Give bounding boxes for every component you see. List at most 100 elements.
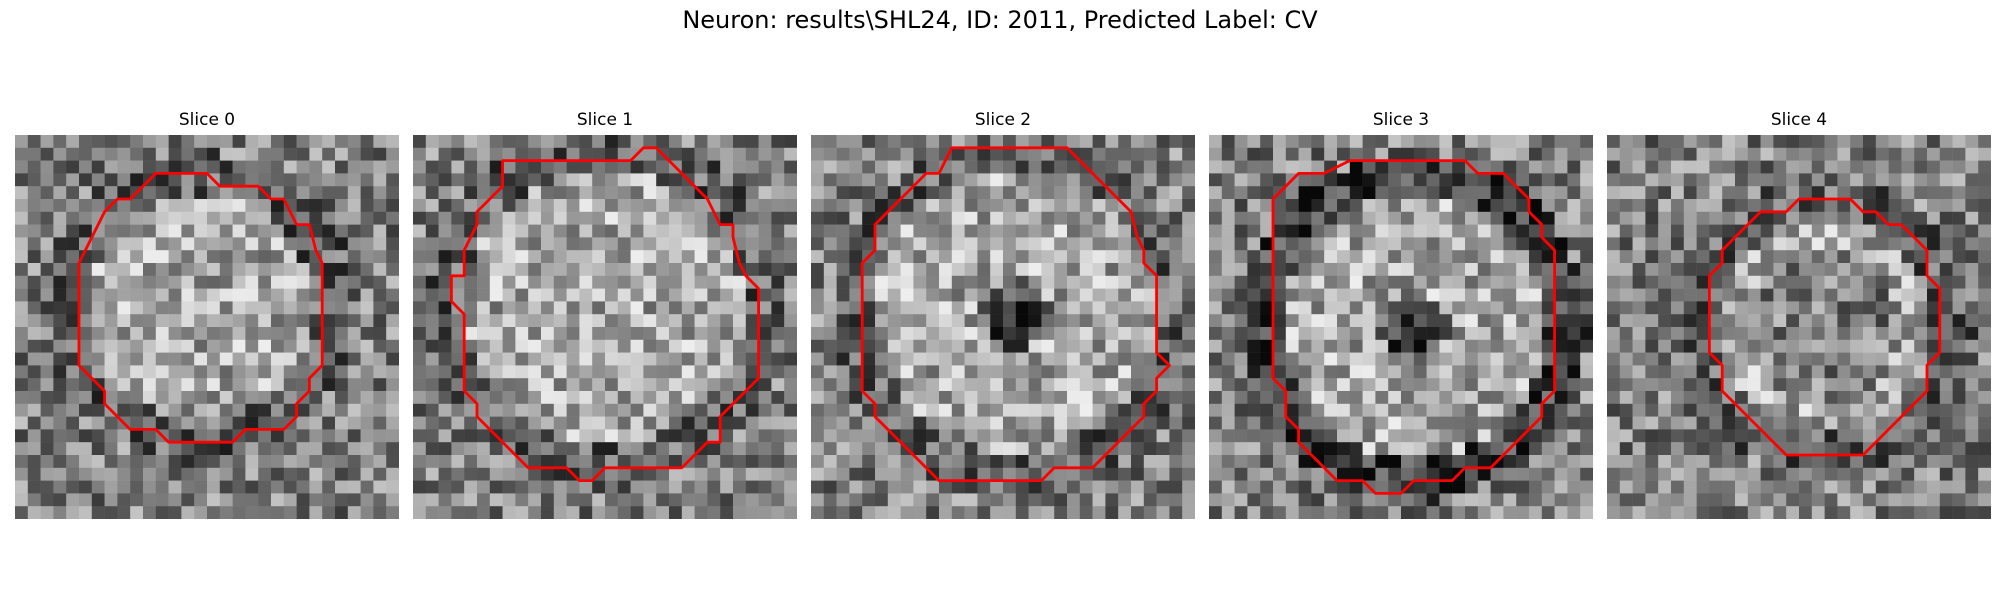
pixel [1169, 250, 1183, 264]
pixel [1567, 391, 1581, 405]
pixel [1477, 506, 1491, 519]
pixel [1901, 327, 1915, 341]
pixel [1683, 250, 1697, 264]
pixel [1735, 160, 1749, 174]
pixel [1619, 493, 1633, 507]
pixel [1888, 365, 1902, 379]
pixel [849, 224, 863, 238]
pixel [605, 314, 619, 328]
pixel [1375, 288, 1389, 302]
pixel [489, 147, 503, 161]
pixel [630, 467, 644, 481]
pixel [1747, 263, 1761, 277]
pixel [1092, 339, 1106, 353]
pixel [926, 250, 940, 264]
pixel [360, 275, 374, 289]
pixel [1054, 455, 1068, 469]
pixel [296, 147, 310, 161]
pixel [271, 378, 285, 392]
pixel [1516, 301, 1530, 315]
pixel [771, 378, 785, 392]
pixel [1221, 211, 1235, 225]
pixel [168, 391, 182, 405]
pixel [53, 275, 67, 289]
pixel [1401, 288, 1415, 302]
pixel [849, 339, 863, 353]
pixel [245, 275, 259, 289]
pixel [1439, 493, 1453, 507]
pixel [964, 147, 978, 161]
pixel [1413, 211, 1427, 225]
pixel [1156, 467, 1170, 481]
pixel [40, 391, 54, 405]
pixel [951, 455, 965, 469]
pixel [438, 416, 452, 430]
pixel [1375, 263, 1389, 277]
pixel [15, 403, 29, 417]
pixel [1799, 467, 1813, 481]
slice-image [1209, 135, 1593, 519]
pixel [553, 467, 567, 481]
pixel [1079, 224, 1093, 238]
pixel [464, 275, 478, 289]
pixel [168, 327, 182, 341]
pixel [1285, 480, 1299, 494]
pixel [1901, 365, 1915, 379]
pixel [875, 314, 889, 328]
pixel [643, 314, 657, 328]
pixel [849, 147, 863, 161]
pixel [283, 263, 297, 277]
pixel [720, 391, 734, 405]
pixel [1169, 506, 1183, 519]
pixel [1632, 263, 1646, 277]
pixel [1567, 442, 1581, 456]
pixel [1041, 173, 1055, 187]
pixel [630, 339, 644, 353]
pixel [951, 352, 965, 366]
pixel [1285, 327, 1299, 341]
pixel [528, 480, 542, 494]
pixel [1028, 224, 1042, 238]
pixel [1311, 506, 1325, 519]
pixel [1465, 442, 1479, 456]
pixel [1799, 224, 1813, 238]
pixel [283, 250, 297, 264]
pixel [1965, 442, 1979, 456]
pixel [605, 467, 619, 481]
pixel [1645, 237, 1659, 251]
pixel [1837, 263, 1851, 277]
pixel [347, 211, 361, 225]
pixel [771, 365, 785, 379]
pixel [1632, 250, 1646, 264]
pixel [1118, 378, 1132, 392]
pixel [219, 416, 233, 430]
pixel [425, 199, 439, 213]
pixel [79, 199, 93, 213]
pixel [862, 467, 876, 481]
pixel [951, 224, 965, 238]
pixel [1260, 506, 1274, 519]
pixel [707, 442, 721, 456]
pixel [1978, 429, 1991, 443]
pixel [155, 186, 169, 200]
pixel [990, 250, 1004, 264]
pixel [811, 506, 825, 519]
pixel [1182, 224, 1195, 238]
pixel [271, 493, 285, 507]
pixel [681, 339, 695, 353]
pixel [155, 352, 169, 366]
pixel [1221, 429, 1235, 443]
pixel [990, 480, 1004, 494]
pixel [1811, 467, 1825, 481]
pixel [1939, 480, 1953, 494]
pixel [373, 147, 387, 161]
pixel [1169, 135, 1183, 149]
pixel [1156, 378, 1170, 392]
pixel [579, 391, 593, 405]
pixel [27, 442, 41, 456]
pixel [1247, 160, 1261, 174]
pixel [1234, 199, 1248, 213]
pixel [1567, 250, 1581, 264]
pixel [1773, 199, 1787, 213]
pixel [373, 160, 387, 174]
